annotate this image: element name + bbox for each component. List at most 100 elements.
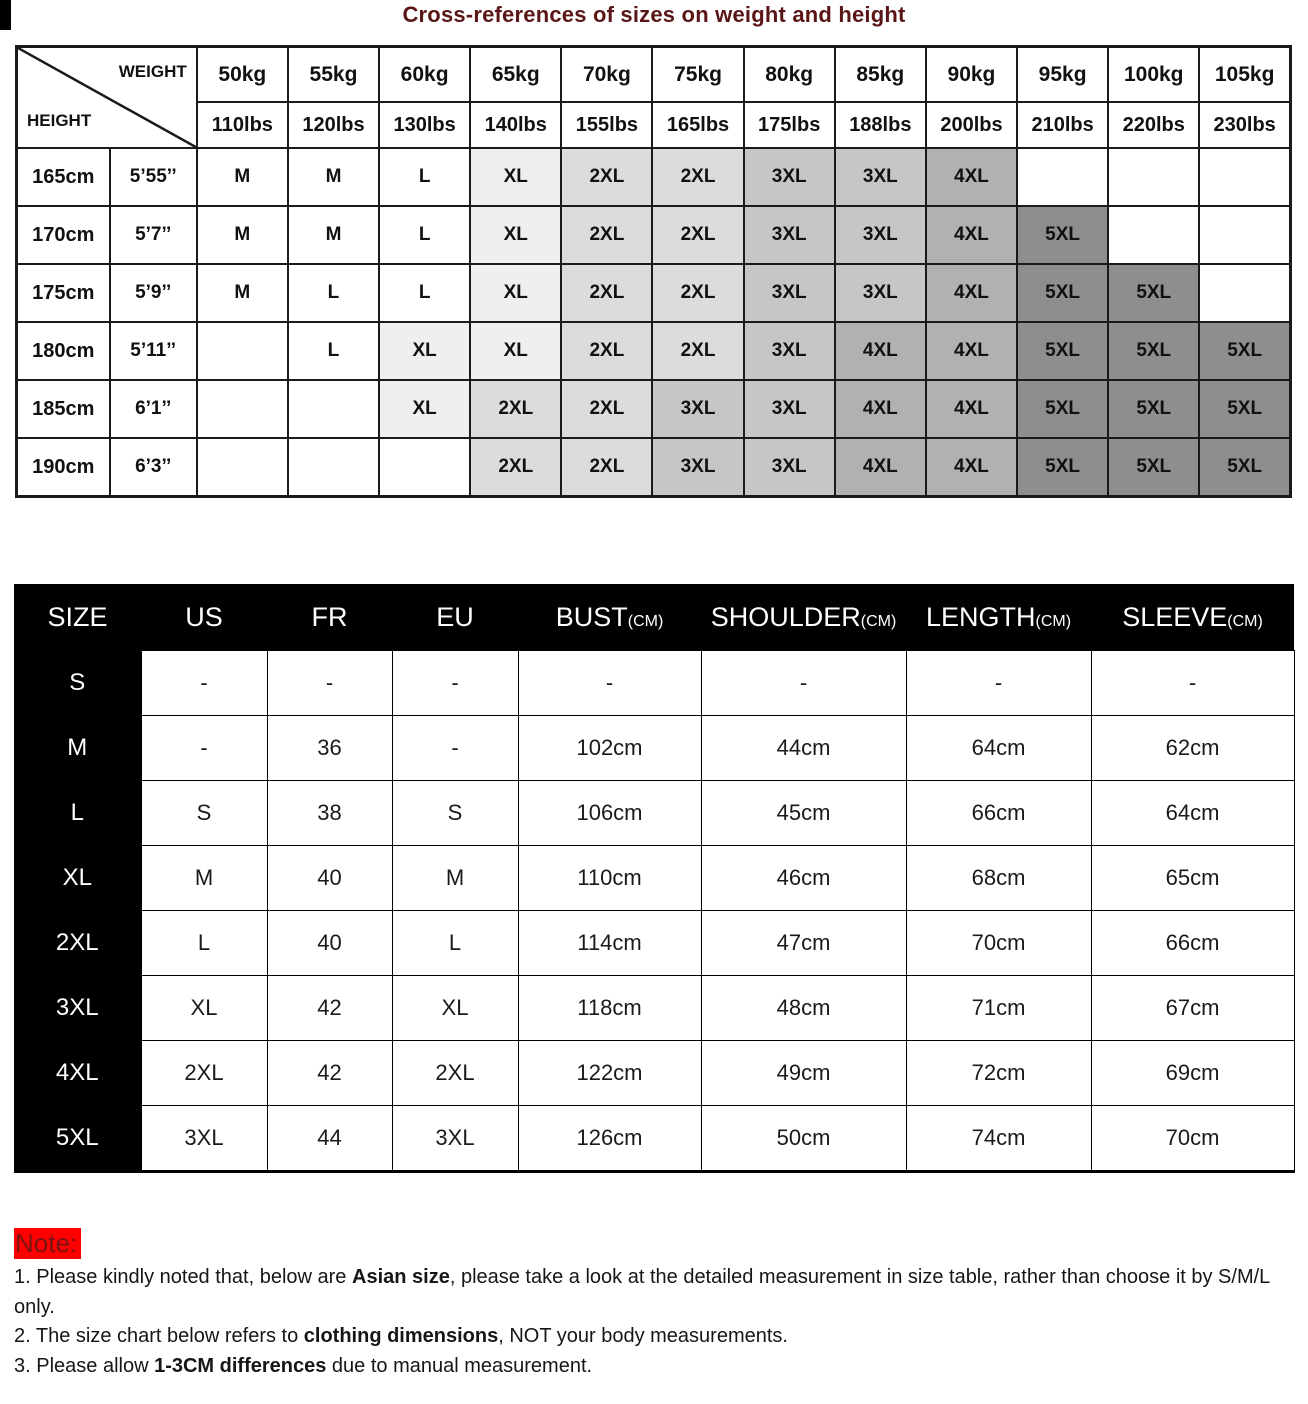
height-cm-cell: 170cm [15,205,111,265]
weight-kg-header-cell: 65kg [469,45,563,103]
length-cell: 74cm [905,1105,1092,1172]
size-cell [195,379,289,439]
size-cell: L [378,263,472,323]
size-cell: XL [378,379,472,439]
eu-size-cell: - [391,650,519,716]
measurement-header-row: SIZE US FR EU BUST(CM) SHOULDER(CM) LENG… [14,584,1294,651]
size-cell [286,437,381,498]
weight-kg-header-cell: 50kg [195,45,289,103]
fr-size-cell: 42 [266,1040,393,1106]
size-cell: 4XL [924,437,1019,498]
us-size-cell: S [140,780,268,846]
size-name-cell: M [14,715,141,781]
us-size-cell: M [140,845,268,911]
size-cell: 3XL [833,147,927,207]
fr-size-cell: 40 [266,910,393,976]
size-cell: 5XL [1107,263,1201,323]
size-name-cell: S [14,650,141,716]
measurement-row: 2XL L 40 L 114cm 47cm 70cm 66cm [14,910,1295,976]
eu-size-cell: 3XL [391,1105,519,1172]
weight-table-body: 165cm 5’55’’ M M L XL 2XL 2XL 3XL 3XL 4X… [15,147,1292,498]
measurement-row: 4XL 2XL 42 2XL 122cm 49cm 72cm 69cm [14,1040,1295,1106]
shoulder-cell: 50cm [700,1105,907,1172]
weight-axis-label: WEIGHT [118,62,187,81]
eu-size-cell: L [391,910,519,976]
size-cell: 2XL [651,205,745,265]
note-text-segment: , please take a look at the detailed mea… [14,1266,1270,1318]
column-unit: (CM) [1227,612,1263,630]
size-cell [1107,147,1201,207]
weight-lbs-header-cell: 210lbs [1016,101,1110,149]
size-cell: 5XL [1198,321,1292,381]
size-name-cell: 4XL [14,1040,141,1106]
measurement-row: 5XL 3XL 44 3XL 126cm 50cm 74cm 70cm [14,1105,1295,1172]
size-cell: 4XL [833,379,927,439]
note-text-segment: 1. Please kindly noted that, below are [14,1266,352,1288]
measurement-row: S - - - - - - - [14,650,1295,716]
weight-lbs-header-cell: 120lbs [286,101,381,149]
size-cell: 3XL [742,263,836,323]
weight-lbs-header-cell: 155lbs [560,101,654,149]
length-cell: - [905,650,1092,716]
fr-size-cell: 42 [266,975,393,1041]
weight-table-row: 165cm 5’55’’ M M L XL 2XL 2XL 3XL 3XL 4X… [15,147,1292,207]
size-cell: 3XL [651,437,745,498]
size-cell: 5XL [1107,321,1201,381]
size-cell [1198,205,1292,265]
shoulder-cell: 45cm [700,780,907,846]
weight-kg-header-cell: 105kg [1198,45,1292,103]
column-unit: (CM) [1035,612,1072,630]
size-cell: 5XL [1198,437,1292,498]
height-cm-cell: 165cm [15,147,111,207]
size-cell: M [286,147,381,207]
us-size-cell: XL [140,975,268,1041]
shoulder-cell: - [700,650,907,716]
size-cell: 5XL [1198,379,1292,439]
shoulder-cell: 49cm [700,1040,907,1106]
eu-size-cell: M [391,845,519,911]
shoulder-cell: 47cm [700,910,907,976]
weight-lbs-header-row: 110lbs 120lbs 130lbs 140lbs 155lbs 165lbs 175l… [17,101,1292,149]
corner-mark [0,0,11,30]
fr-size-cell: 44 [266,1105,393,1172]
size-cell: M [195,263,289,323]
height-cm-cell: 180cm [15,321,111,381]
us-size-cell: 3XL [140,1105,268,1172]
weight-lbs-header-cell: 220lbs [1107,101,1201,149]
measurement-column-header: EU [392,584,518,651]
weight-lbs-header-cell: 200lbs [924,101,1019,149]
measurement-row: XL M 40 M 110cm 46cm 68cm 65cm [14,845,1295,911]
size-cell: 2XL [560,263,654,323]
weight-lbs-header-cell: 230lbs [1198,101,1292,149]
size-cell: XL [469,321,563,381]
weight-lbs-header-cell: 140lbs [469,101,563,149]
measurement-column-header: US [141,584,267,651]
size-cell: 2XL [560,379,654,439]
sleeve-cell: - [1090,650,1295,716]
size-name-cell: 2XL [14,910,141,976]
sleeve-cell: 65cm [1090,845,1295,911]
size-cell [286,379,381,439]
eu-size-cell: - [391,715,519,781]
column-unit: (CM) [627,612,664,630]
column-label: SLEEVE [1122,601,1228,632]
weight-kg-header-cell: 75kg [651,45,745,103]
weight-table-row: 180cm 5’11’’ L XL XL 2XL 2XL 3XL 4XL 4XL… [15,321,1292,381]
size-cell: 2XL [560,437,654,498]
weight-kg-header-cell: 90kg [924,45,1019,103]
size-cell: 3XL [742,205,836,265]
size-cell: 5XL [1107,379,1201,439]
note-text-segment: clothing dimensions [303,1325,499,1347]
size-cell: 2XL [469,437,563,498]
bust-cell: 118cm [517,975,702,1041]
weight-height-corner-cell: WEIGHT HEIGHT [15,45,198,149]
page-title: Cross-references of sizes on weight and … [402,2,906,27]
measurement-table: SIZE US FR EU BUST(CM) SHOULDER(CM) LENG… [14,584,1295,1173]
height-ft-cell: 6’1’’ [108,379,198,439]
bust-cell: - [517,650,702,716]
length-cell: 71cm [905,975,1092,1041]
height-ft-cell: 5’55’’ [108,147,198,207]
weight-kg-header-cell: 85kg [833,45,927,103]
size-cell: 2XL [651,147,745,207]
column-unit: (CM) [860,612,897,630]
